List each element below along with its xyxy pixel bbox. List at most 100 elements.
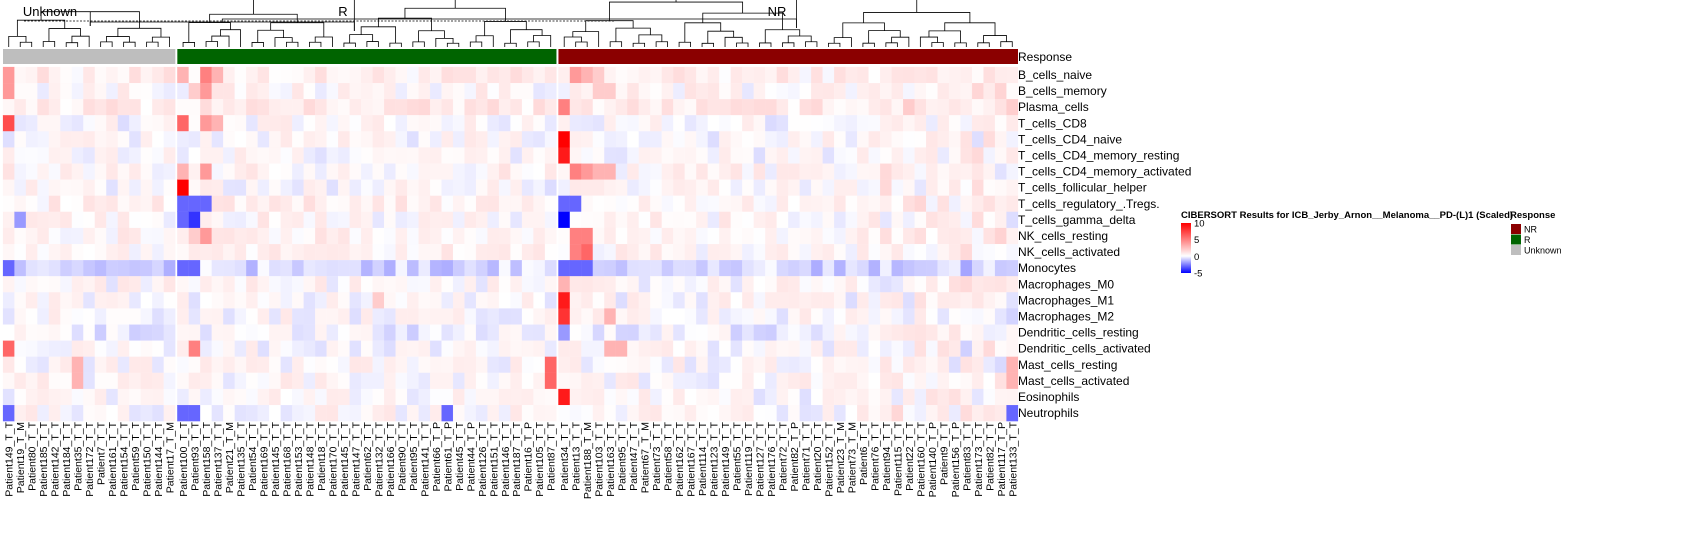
heatmap-cell — [188, 99, 201, 116]
heatmap-cell — [857, 356, 869, 373]
heatmap-cell — [140, 99, 153, 116]
heatmap-cell — [811, 372, 823, 390]
heatmap-cell — [211, 163, 224, 180]
heatmap-cell — [117, 244, 130, 261]
heatmap-cell — [592, 227, 605, 245]
heatmap-cell — [48, 163, 61, 180]
heatmap-cell — [163, 82, 176, 100]
heatmap-cell — [269, 66, 281, 84]
heatmap-cell — [891, 244, 904, 261]
heatmap-cell — [569, 405, 582, 422]
heatmap-cell — [569, 308, 582, 325]
heatmap-cell — [948, 227, 961, 245]
heatmap-cell — [292, 147, 304, 164]
heatmap-cell — [117, 292, 130, 309]
column-label: Patient18_T_T — [316, 421, 328, 490]
column-label: Patient44_T_P — [465, 422, 477, 491]
column-label: Patient9_T_T — [938, 421, 950, 485]
heatmap-cell — [730, 195, 743, 213]
heatmap-cell — [429, 388, 442, 406]
heatmap-cell — [338, 211, 350, 229]
heatmap-cell — [177, 292, 189, 309]
heatmap-cell — [822, 115, 835, 132]
heatmap-cell — [960, 82, 973, 100]
heatmap-cell — [558, 179, 571, 196]
heatmap-cell — [188, 211, 201, 229]
heatmap-cell — [971, 179, 984, 196]
heatmap-cell — [696, 356, 708, 373]
heatmap-cell — [140, 66, 153, 84]
heatmap-cell — [326, 260, 339, 277]
heatmap-cell — [983, 211, 996, 229]
heatmap-cell — [395, 372, 408, 390]
heatmap-cell — [719, 372, 731, 390]
heatmap-cell — [71, 179, 84, 196]
heatmap-cell — [429, 147, 442, 164]
heatmap-cell — [188, 276, 201, 293]
heatmap-cell — [140, 115, 153, 132]
heatmap-cell — [200, 131, 212, 148]
heatmap-cell — [372, 372, 385, 390]
heatmap-cell — [569, 340, 582, 357]
heatmap-cell — [269, 195, 281, 213]
heatmap-cell — [753, 340, 766, 357]
heatmap-cell — [246, 195, 258, 213]
heatmap-cell — [811, 82, 823, 100]
heatmap-cell — [280, 324, 293, 341]
heatmap-cell — [395, 292, 408, 309]
heatmap-cell — [117, 99, 130, 116]
heatmap-cell — [903, 82, 915, 100]
heatmap-cell — [615, 260, 628, 277]
heatmap-cell — [303, 147, 316, 164]
heatmap-cell — [638, 131, 651, 148]
heatmap-cell — [188, 179, 201, 196]
heatmap-cell — [615, 227, 628, 245]
heatmap-cell — [533, 66, 546, 84]
column-label: Patient45_T_T — [454, 421, 466, 490]
heatmap-cell — [581, 131, 594, 148]
heatmap-cell — [315, 308, 327, 325]
heatmap-cell — [441, 356, 454, 373]
heatmap-cell — [521, 340, 534, 357]
heatmap-cell — [269, 340, 281, 357]
dendrogram-branch — [286, 41, 299, 47]
heatmap-cell — [177, 356, 189, 373]
heatmap-cell — [60, 276, 73, 293]
heatmap-cell — [880, 292, 892, 309]
heatmap-cell — [753, 244, 766, 261]
heatmap-cell — [960, 66, 973, 84]
heatmap-cell — [71, 340, 84, 357]
heatmap-cell — [407, 211, 419, 229]
heatmap-cell — [1006, 356, 1019, 373]
heatmap-cell — [983, 388, 996, 406]
heatmap-cell — [372, 66, 385, 84]
heatmap-cell — [2, 115, 15, 132]
heatmap-cell — [994, 195, 1007, 213]
heatmap-cell — [857, 308, 869, 325]
heatmap-cell — [395, 99, 408, 116]
heatmap-cell — [719, 163, 731, 180]
heatmap-cell — [303, 356, 316, 373]
heatmap-cell — [487, 147, 500, 164]
heatmap-cell — [37, 356, 50, 373]
heatmap-cell — [429, 82, 442, 100]
heatmap-cell — [742, 356, 754, 373]
heatmap-cell — [1006, 324, 1019, 341]
heatmap-cell — [730, 405, 743, 422]
heatmap-cell — [140, 260, 153, 277]
heatmap-cell — [246, 388, 258, 406]
heatmap-cell — [857, 163, 869, 180]
heatmap-cell — [581, 356, 594, 373]
heatmap-cell — [684, 163, 697, 180]
heatmap-cell — [257, 324, 270, 341]
heatmap-cell — [903, 115, 915, 132]
heatmap-cell — [960, 388, 973, 406]
dendrogram-branch — [251, 42, 264, 47]
heatmap-cell — [188, 131, 201, 148]
column-label: Patient153_T_T — [293, 421, 305, 496]
heatmap-cell — [292, 163, 304, 180]
heatmap-cell — [326, 131, 339, 148]
heatmap-cell — [452, 260, 465, 277]
dendrogram-branch — [182, 42, 195, 47]
heatmap-cell — [960, 195, 973, 213]
